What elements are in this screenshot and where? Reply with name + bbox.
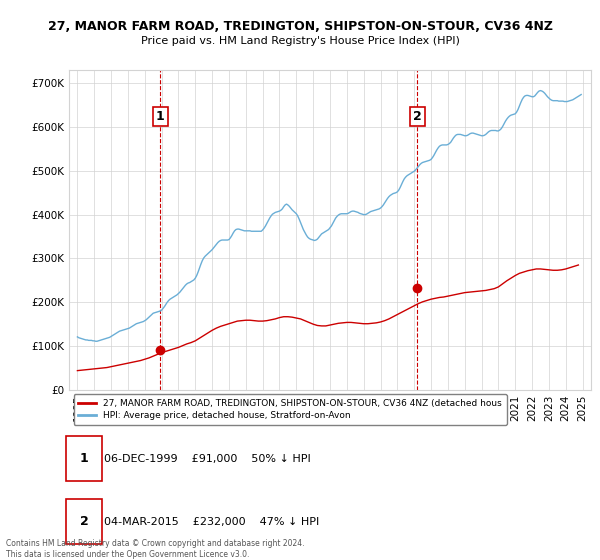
Text: 1: 1 [80,452,89,465]
Text: 1: 1 [156,110,164,123]
Text: 06-DEC-1999    £91,000    50% ↓ HPI: 06-DEC-1999 £91,000 50% ↓ HPI [104,454,311,464]
Legend: 27, MANOR FARM ROAD, TREDINGTON, SHIPSTON-ON-STOUR, CV36 4NZ (detached hous, HPI: 27, MANOR FARM ROAD, TREDINGTON, SHIPSTO… [74,394,506,425]
FancyBboxPatch shape [67,499,102,544]
Text: 27, MANOR FARM ROAD, TREDINGTON, SHIPSTON-ON-STOUR, CV36 4NZ: 27, MANOR FARM ROAD, TREDINGTON, SHIPSTO… [47,20,553,32]
Text: Price paid vs. HM Land Registry's House Price Index (HPI): Price paid vs. HM Land Registry's House … [140,36,460,46]
Text: Contains HM Land Registry data © Crown copyright and database right 2024.
This d: Contains HM Land Registry data © Crown c… [6,539,305,559]
FancyBboxPatch shape [67,436,102,481]
Text: 2: 2 [413,110,421,123]
Text: 04-MAR-2015    £232,000    47% ↓ HPI: 04-MAR-2015 £232,000 47% ↓ HPI [104,517,320,526]
Text: 2: 2 [80,515,89,528]
